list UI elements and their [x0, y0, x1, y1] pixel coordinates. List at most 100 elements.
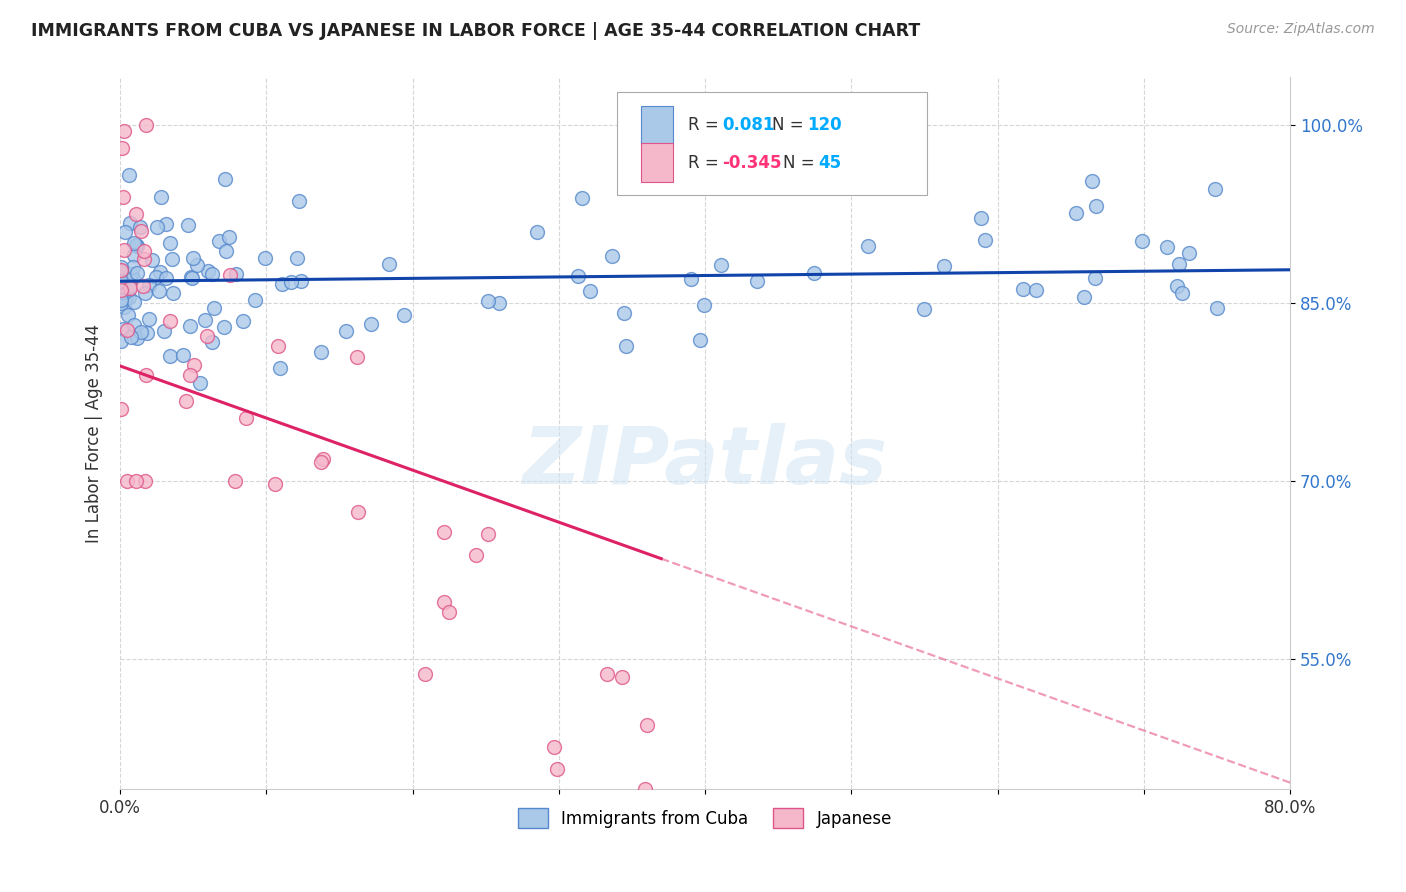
Point [110, 280, 132, 294]
Point [159, 349, 181, 363]
Text: ZIPatlas: ZIPatlas [523, 423, 887, 500]
Point [377, 257, 399, 271]
Point [1064, 205, 1087, 219]
Point [138, 312, 160, 326]
Point [115, 322, 138, 336]
Point [1025, 283, 1047, 297]
Point [177, 219, 200, 233]
Point [110, 283, 132, 297]
Point [159, 235, 181, 250]
Point [243, 293, 266, 308]
Point [346, 351, 368, 365]
Point [111, 285, 134, 300]
Point [433, 524, 456, 539]
Point [118, 279, 141, 293]
Point [681, 272, 703, 286]
Point [110, 295, 132, 310]
Point [208, 234, 231, 248]
Point [125, 331, 148, 345]
Point [567, 269, 589, 284]
Point [433, 595, 456, 609]
Point [1166, 279, 1188, 293]
Point [934, 259, 956, 273]
Point [197, 264, 219, 278]
Point [1156, 240, 1178, 254]
Point [269, 360, 291, 375]
Point [1204, 182, 1226, 196]
Point [111, 287, 134, 301]
Point [214, 244, 236, 258]
Point [122, 235, 145, 250]
Point [477, 293, 499, 308]
Point [912, 301, 935, 316]
Point [180, 269, 202, 284]
Point [114, 292, 136, 306]
Point [180, 270, 202, 285]
Point [613, 306, 636, 320]
Point [1073, 290, 1095, 304]
Point [114, 225, 136, 239]
Point [212, 320, 235, 334]
Point [145, 219, 167, 234]
Point [346, 505, 368, 519]
Point [172, 349, 194, 363]
Text: 0.081: 0.081 [723, 117, 775, 135]
Point [579, 284, 602, 298]
Point [288, 194, 311, 208]
Point [125, 239, 148, 253]
Point [134, 285, 156, 300]
Point [856, 238, 879, 252]
Point [120, 215, 142, 229]
Point [110, 274, 132, 288]
Point [254, 251, 277, 265]
Point [360, 318, 382, 332]
Point [111, 141, 134, 155]
Point [1130, 234, 1153, 248]
Point [1178, 245, 1201, 260]
Text: N =: N = [772, 117, 808, 135]
Point [267, 339, 290, 353]
Point [141, 252, 163, 267]
Point [710, 259, 733, 273]
Point [117, 308, 139, 322]
Point [122, 248, 145, 262]
Point [129, 224, 152, 238]
Text: 120: 120 [807, 117, 842, 135]
Point [150, 190, 173, 204]
Point [159, 314, 181, 328]
Point [232, 314, 254, 328]
Point [546, 762, 568, 776]
Point [162, 286, 184, 301]
Point [115, 474, 138, 488]
Point [1012, 282, 1035, 296]
Point [224, 474, 246, 488]
Point [145, 269, 167, 284]
Point [183, 358, 205, 372]
Text: 45: 45 [818, 153, 842, 172]
Point [439, 605, 461, 619]
Point [155, 271, 177, 285]
Point [785, 178, 807, 193]
Point [235, 410, 257, 425]
Point [636, 718, 658, 732]
Point [803, 267, 825, 281]
Point [202, 301, 225, 315]
Point [118, 168, 141, 182]
Point [149, 265, 172, 279]
Point [195, 329, 218, 343]
Point [155, 217, 177, 231]
Text: R =: R = [688, 153, 724, 172]
Point [1171, 286, 1194, 301]
Point [110, 264, 132, 278]
Point [190, 376, 212, 390]
Point [596, 667, 619, 681]
Text: IMMIGRANTS FROM CUBA VS JAPANESE IN LABOR FORCE | AGE 35-44 CORRELATION CHART: IMMIGRANTS FROM CUBA VS JAPANESE IN LABO… [31, 22, 920, 40]
Point [214, 172, 236, 186]
Point [124, 295, 146, 310]
Point [129, 326, 152, 340]
Point [110, 275, 132, 289]
Point [110, 401, 132, 416]
Bar [641, 144, 673, 183]
Point [311, 452, 333, 467]
Point [112, 301, 135, 315]
